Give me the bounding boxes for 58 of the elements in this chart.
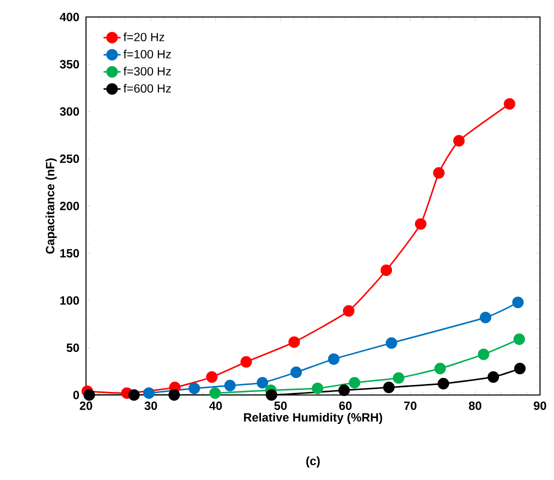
text: (c) bbox=[306, 456, 320, 468]
point bbox=[224, 380, 236, 392]
point bbox=[386, 337, 398, 349]
point bbox=[433, 167, 445, 179]
point bbox=[453, 135, 465, 147]
y-tick-label: 250 bbox=[60, 154, 79, 163]
point bbox=[383, 382, 395, 394]
point bbox=[514, 362, 526, 374]
point bbox=[84, 389, 95, 401]
point bbox=[512, 296, 524, 308]
x-tick-label: 40 bbox=[209, 402, 222, 410]
x-tick-label: 80 bbox=[468, 402, 482, 410]
point bbox=[438, 378, 450, 390]
point bbox=[143, 387, 155, 399]
x-tick-label: 30 bbox=[144, 402, 158, 410]
point bbox=[478, 348, 490, 360]
point bbox=[288, 336, 300, 348]
x-tick-label: 50 bbox=[274, 402, 287, 410]
point bbox=[348, 376, 360, 388]
point bbox=[312, 382, 324, 394]
legend-label: f=20 Hz bbox=[123, 32, 164, 42]
point bbox=[209, 387, 221, 399]
y-axis-title: Capacitance (nF) bbox=[46, 158, 57, 254]
point bbox=[128, 389, 140, 401]
y-tick-label: 0 bbox=[73, 390, 79, 400]
point bbox=[514, 333, 525, 345]
point bbox=[434, 362, 446, 374]
point bbox=[338, 384, 350, 396]
point bbox=[240, 356, 252, 368]
x-tick-label: 70 bbox=[404, 402, 416, 410]
y-tick-label: 150 bbox=[60, 249, 79, 258]
y-tick-label: 200 bbox=[60, 202, 79, 210]
x-tick-label: 20 bbox=[80, 402, 92, 410]
point bbox=[380, 264, 392, 276]
point bbox=[168, 389, 180, 401]
x-axis-title: Relative Humidity (%RH) bbox=[244, 412, 382, 424]
legend-label: f=600 Hz bbox=[123, 84, 171, 93]
point bbox=[266, 389, 278, 401]
x-tick-label: 60 bbox=[339, 402, 352, 410]
point bbox=[488, 371, 500, 383]
point bbox=[480, 312, 492, 324]
point bbox=[328, 353, 340, 365]
point bbox=[188, 382, 200, 394]
point bbox=[342, 305, 354, 317]
x-tick-label: 90 bbox=[534, 402, 546, 410]
legend-label: f=300 Hz bbox=[123, 66, 171, 76]
legend-label: f=100 Hz bbox=[123, 50, 171, 58]
point bbox=[206, 371, 218, 383]
point bbox=[392, 372, 404, 384]
y-tick-label: 350 bbox=[60, 60, 79, 68]
point bbox=[504, 98, 516, 110]
y-tick-label: 100 bbox=[60, 296, 79, 305]
y-tick-label: 400 bbox=[60, 12, 79, 22]
point bbox=[414, 218, 426, 230]
y-tick-label: 50 bbox=[66, 344, 79, 352]
point bbox=[290, 366, 302, 378]
point bbox=[256, 376, 268, 388]
y-tick-label: 300 bbox=[60, 107, 79, 116]
